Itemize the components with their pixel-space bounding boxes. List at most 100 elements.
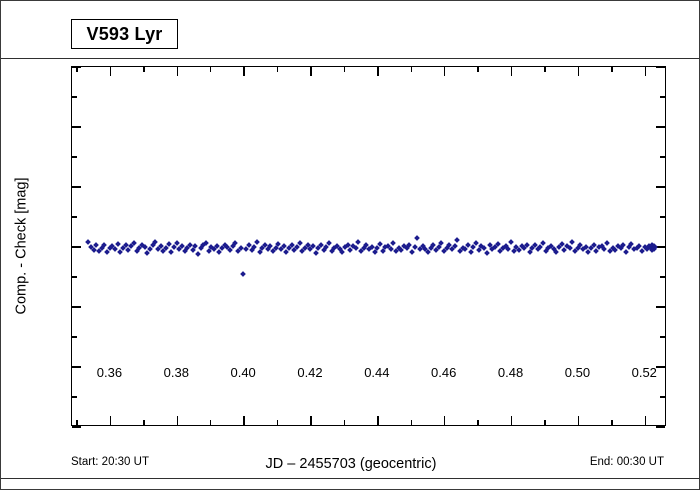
x-tick-major-top bbox=[644, 67, 647, 76]
y-tick-minor bbox=[72, 156, 77, 158]
data-point bbox=[540, 239, 546, 246]
x-tick-major-top bbox=[310, 67, 312, 76]
chart-header: V593 Lyr Evening date: 2011-05-21Total 2… bbox=[1, 1, 699, 184]
x-tick-minor bbox=[410, 420, 413, 425]
data-point bbox=[240, 271, 247, 277]
data-point bbox=[251, 244, 258, 250]
x-tick-minor-top bbox=[209, 67, 212, 72]
x-tick-minor bbox=[276, 420, 279, 425]
x-tick-minor-top bbox=[343, 67, 346, 72]
y-tick-major-right bbox=[656, 246, 665, 248]
x-tick-label: 0.44 bbox=[364, 365, 390, 380]
x-tick-minor-top bbox=[477, 67, 479, 72]
y-tick-minor bbox=[72, 96, 77, 98]
data-point bbox=[152, 238, 159, 245]
y-tick-major bbox=[72, 306, 81, 308]
y-tick-minor-right bbox=[660, 276, 665, 278]
x-tick-label: 0.40 bbox=[230, 365, 256, 380]
plot-frame bbox=[71, 66, 666, 428]
x-tick-label: 0.48 bbox=[497, 365, 524, 380]
x-tick-major-top bbox=[109, 67, 112, 76]
x-tick-major-top bbox=[243, 67, 245, 76]
x-tick-major-top bbox=[443, 67, 446, 76]
x-tick-minor bbox=[544, 420, 546, 425]
x-tick-minor-top bbox=[276, 67, 279, 72]
y-tick-minor-right bbox=[660, 96, 665, 98]
data-point bbox=[414, 235, 421, 241]
data-point bbox=[203, 239, 209, 246]
data-point bbox=[390, 239, 397, 246]
y-tick-major-right bbox=[656, 186, 665, 188]
x-tick-minor-top bbox=[544, 67, 546, 72]
y-tick-major-right bbox=[656, 66, 665, 68]
y-tick-minor bbox=[72, 396, 77, 398]
data-point bbox=[508, 239, 514, 246]
y-tick-major bbox=[72, 246, 81, 248]
y-tick-minor bbox=[72, 216, 77, 218]
x-tick-minor bbox=[209, 420, 212, 425]
y-tick-minor-right bbox=[660, 216, 665, 218]
x-tick-major bbox=[377, 416, 379, 425]
x-tick-label: 0.38 bbox=[163, 365, 189, 380]
x-tick-major bbox=[176, 416, 179, 425]
x-tick-major bbox=[644, 416, 647, 425]
x-tick-major-top bbox=[377, 67, 379, 76]
x-tick-major-top bbox=[176, 67, 179, 76]
plot-area bbox=[72, 66, 665, 428]
y-tick-major-right bbox=[656, 426, 665, 428]
x-tick-major bbox=[577, 416, 580, 425]
x-tick-major-top bbox=[577, 67, 580, 76]
data-point bbox=[195, 250, 201, 257]
x-tick-minor bbox=[343, 420, 346, 425]
x-tick-minor-top bbox=[410, 67, 413, 72]
y-axis-title: Comp. - Check [mag] bbox=[10, 66, 32, 426]
object-title-box: V593 Lyr bbox=[71, 19, 178, 49]
y-tick-minor bbox=[72, 276, 77, 278]
x-tick-major bbox=[310, 416, 312, 425]
data-point bbox=[454, 236, 461, 243]
y-tick-major-right bbox=[656, 366, 665, 368]
y-tick-major-right bbox=[656, 306, 665, 308]
x-axis-title: JD – 2455703 (geocentric) bbox=[265, 456, 437, 472]
x-tick-label: 0.50 bbox=[564, 365, 591, 380]
y-tick-minor-right bbox=[660, 156, 665, 158]
y-tick-minor-right bbox=[660, 336, 665, 338]
x-tick-minor-top bbox=[611, 67, 613, 72]
x-tick-label: 0.36 bbox=[96, 365, 123, 380]
x-tick-major bbox=[109, 416, 112, 425]
y-tick-major bbox=[72, 186, 81, 188]
x-tick-minor bbox=[143, 420, 145, 425]
x-tick-minor bbox=[76, 420, 78, 425]
data-point bbox=[483, 250, 490, 256]
x-tick-label: 0.42 bbox=[297, 365, 323, 380]
x-tick-label: 0.52 bbox=[631, 365, 657, 380]
data-point bbox=[355, 238, 362, 245]
x-tick-major bbox=[443, 416, 446, 425]
x-tick-major bbox=[510, 416, 513, 425]
x-tick-label: 0.46 bbox=[431, 365, 457, 380]
x-tick-minor-top bbox=[143, 67, 145, 72]
header-divider bbox=[1, 58, 699, 59]
y-tick-minor-right bbox=[660, 396, 665, 398]
start-time-label: Start: 20:30 UT bbox=[71, 456, 149, 468]
x-tick-major bbox=[243, 416, 245, 425]
data-point bbox=[438, 239, 445, 246]
y-axis-title-text: Comp. - Check [mag] bbox=[13, 177, 29, 315]
y-tick-minor bbox=[72, 336, 77, 338]
data-point bbox=[623, 248, 629, 255]
y-tick-major-right bbox=[656, 126, 665, 128]
end-time-label: End: 00:30 UT bbox=[589, 456, 664, 468]
x-tick-major-top bbox=[510, 67, 513, 76]
data-point bbox=[569, 238, 576, 245]
x-tick-minor bbox=[611, 420, 613, 425]
y-tick-major bbox=[72, 426, 81, 428]
x-tick-minor bbox=[477, 420, 479, 425]
data-point bbox=[409, 248, 415, 255]
y-tick-major bbox=[72, 126, 81, 128]
object-name: V593 Lyr bbox=[86, 23, 163, 44]
y-tick-major bbox=[72, 366, 81, 368]
data-point bbox=[101, 241, 108, 248]
footer-divider bbox=[1, 478, 699, 479]
x-tick-minor-top bbox=[76, 67, 78, 72]
